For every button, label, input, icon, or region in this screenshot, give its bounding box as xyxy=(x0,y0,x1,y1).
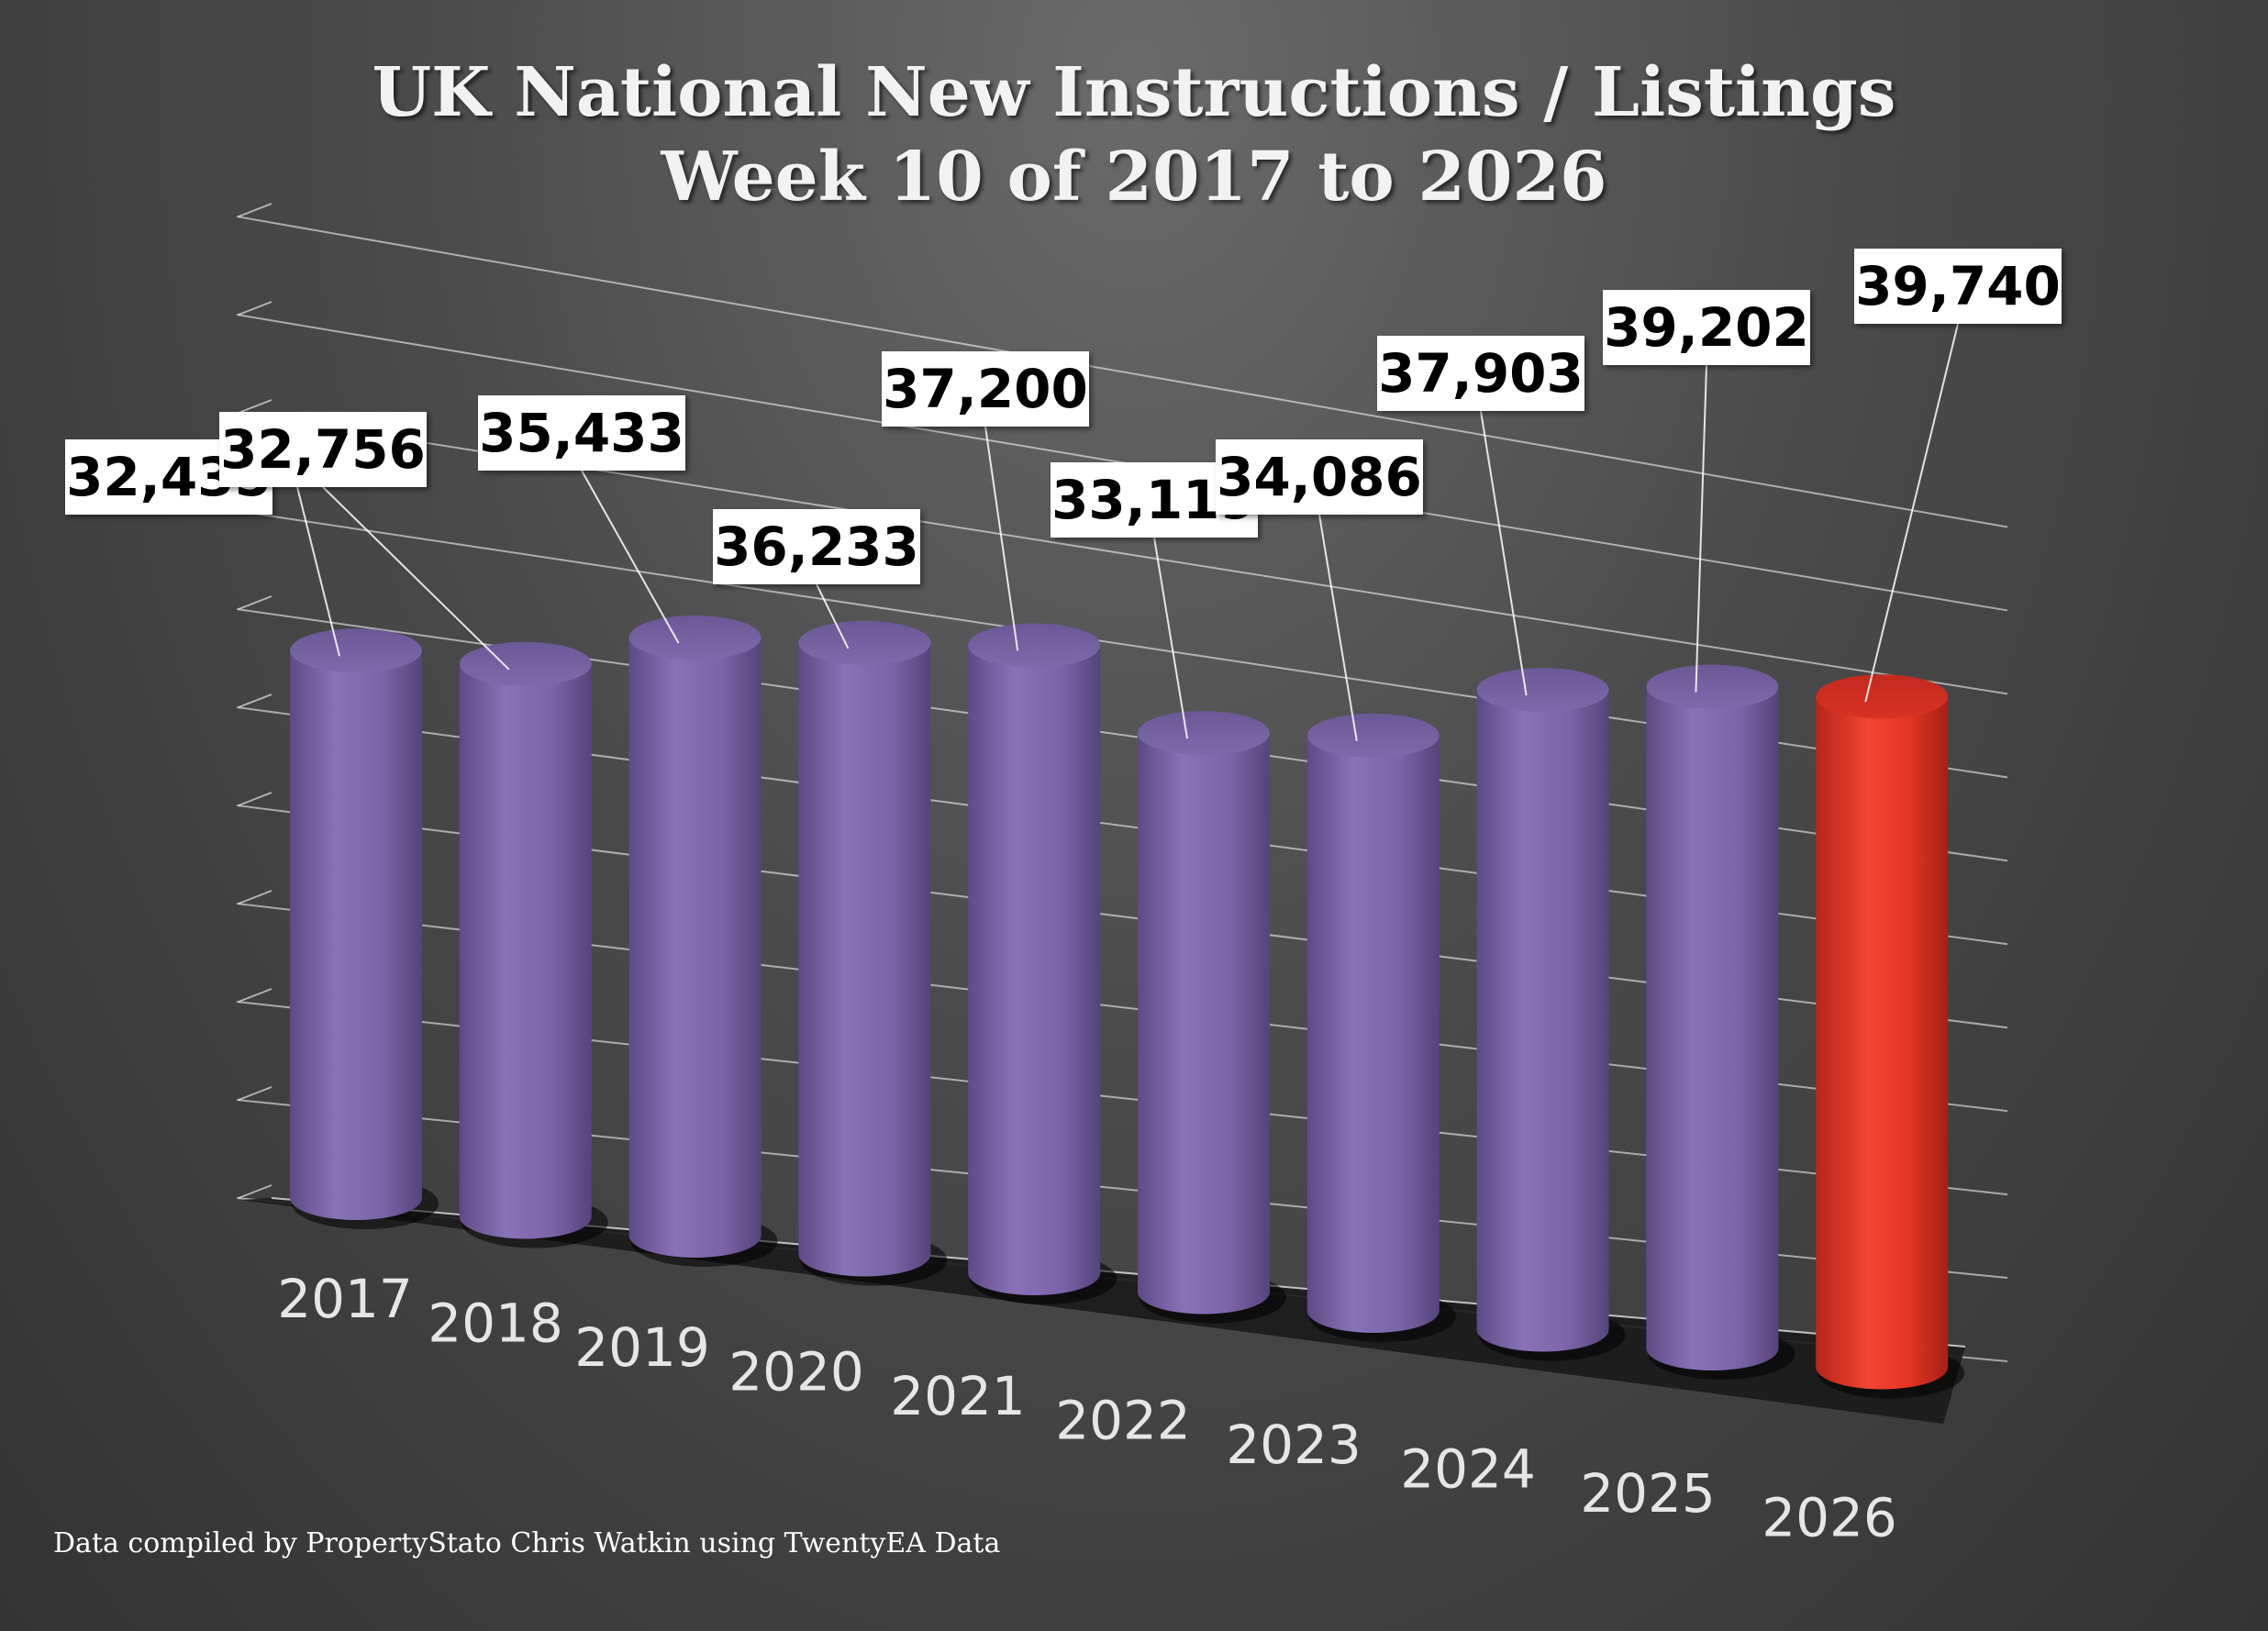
leader-line xyxy=(296,486,340,657)
data-label-box xyxy=(1603,290,1810,365)
x-tick-label: 2026 xyxy=(1762,1487,1897,1549)
x-tick-label: 2024 xyxy=(1400,1438,1536,1501)
data-label-box xyxy=(478,395,685,471)
data-label: 37,903 xyxy=(1377,336,1584,411)
source-note: Data compiled by PropertyStato Chris Wat… xyxy=(53,1527,1001,1559)
data-label-text: 37,903 xyxy=(1378,342,1584,405)
gridline-tick xyxy=(238,792,272,806)
leader-line xyxy=(984,426,1019,651)
x-tick-label: 2021 xyxy=(890,1365,1026,1427)
data-label-box xyxy=(219,412,427,487)
data-label-text: 37,200 xyxy=(883,358,1088,420)
data-label-text: 35,433 xyxy=(479,402,684,464)
bar-top xyxy=(1476,668,1609,713)
leader-line xyxy=(1480,410,1528,696)
leader-line xyxy=(322,486,510,671)
bar-2025 xyxy=(1646,664,1796,1380)
bar-2018 xyxy=(459,641,608,1248)
bar-body xyxy=(798,642,931,1277)
data-label-box xyxy=(713,509,920,584)
x-tick-label: 2020 xyxy=(728,1341,864,1404)
bar-2021 xyxy=(968,623,1117,1304)
bar-top xyxy=(968,623,1101,668)
bar-body xyxy=(628,638,762,1258)
bar-body xyxy=(459,663,592,1239)
x-tick-label: 2018 xyxy=(428,1293,563,1355)
bar-top xyxy=(1816,674,1949,719)
gridline-tick xyxy=(238,399,272,414)
data-label: 36,233 xyxy=(713,509,920,584)
gridline-tick xyxy=(238,1086,272,1101)
leader-line xyxy=(1864,323,1959,703)
gridline-tick xyxy=(238,1184,272,1199)
data-label-box xyxy=(1216,439,1423,515)
gridline-tick xyxy=(238,890,272,904)
data-label: 32,756 xyxy=(219,412,427,487)
chart-subtitle: Week 10 of 2017 to 2026 xyxy=(661,138,1607,216)
data-label: 35,433 xyxy=(478,395,685,471)
leader-line xyxy=(1695,364,1707,693)
gridline xyxy=(236,216,2008,528)
data-label-box xyxy=(1854,249,2062,324)
x-tick-label: 2017 xyxy=(277,1268,413,1330)
data-label: 39,740 xyxy=(1854,249,2062,324)
data-label-text: 32,756 xyxy=(220,418,426,481)
gridline-tick xyxy=(238,595,272,610)
data-label-text: 39,740 xyxy=(1855,255,2061,317)
leader-line xyxy=(581,470,680,644)
bar-2017 xyxy=(290,628,439,1229)
bar-body xyxy=(1816,696,1949,1390)
data-label: 34,086 xyxy=(1216,439,1423,515)
x-axis-ticks: 2017 2018 2019 2020 2021 2022 2023 2024 2025 2026 xyxy=(277,1268,1897,1549)
bar-top xyxy=(1138,711,1270,756)
x-tick-label: 2025 xyxy=(1580,1462,1716,1525)
bar-body xyxy=(968,645,1101,1295)
bar-body xyxy=(1306,735,1440,1333)
chart-title: UK National New Instructions / Listings xyxy=(372,53,1896,132)
bar-2024 xyxy=(1476,668,1626,1361)
data-label-box xyxy=(1377,336,1584,411)
data-label-text: 36,233 xyxy=(714,516,919,578)
data-label-text: 39,202 xyxy=(1604,296,1809,359)
bar-top xyxy=(798,620,931,665)
bar-top xyxy=(1646,664,1779,709)
data-label-box xyxy=(882,351,1089,427)
bar-top xyxy=(290,628,422,673)
data-label-text: 34,086 xyxy=(1217,446,1422,508)
bar-body xyxy=(1476,690,1609,1352)
bar-2019 xyxy=(628,616,778,1267)
bar-2022 xyxy=(1138,711,1286,1324)
bar-2026 xyxy=(1816,674,1965,1399)
bar-top xyxy=(459,641,592,686)
x-tick-label: 2019 xyxy=(574,1316,710,1379)
label-leader-lines xyxy=(296,323,1959,741)
leader-line xyxy=(816,583,850,649)
bar-body xyxy=(1646,686,1779,1370)
bar-top xyxy=(628,616,762,660)
leader-line xyxy=(1318,514,1358,741)
gridline-tick xyxy=(238,988,272,1003)
bar-2020 xyxy=(798,620,948,1286)
data-label: 37,200 xyxy=(882,351,1089,427)
bar-body xyxy=(290,650,422,1220)
bar-top xyxy=(1306,713,1440,758)
x-tick-label: 2023 xyxy=(1226,1414,1362,1476)
gridline-tick xyxy=(238,301,272,316)
bar-2023 xyxy=(1306,713,1456,1342)
gridline-tick xyxy=(238,693,272,708)
data-label: 39,202 xyxy=(1603,290,1810,365)
gridline-tick xyxy=(238,203,272,217)
leader-line xyxy=(1153,537,1188,739)
x-tick-label: 2022 xyxy=(1055,1390,1191,1452)
bar-body xyxy=(1138,733,1270,1315)
